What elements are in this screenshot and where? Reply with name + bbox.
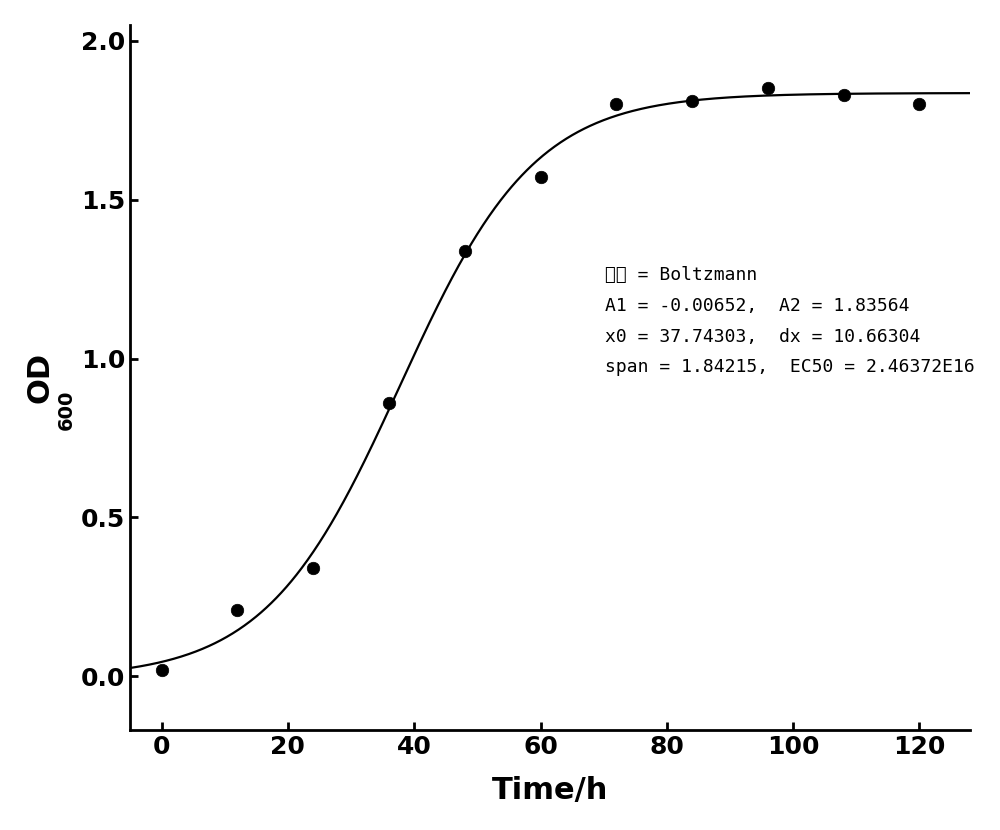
Point — [381, 397, 397, 410]
Point — [305, 562, 321, 575]
Point — [760, 82, 776, 95]
Text: 函数 = Boltzmann
A1 = -0.00652,  A2 = 1.83564
x0 = 37.74303,  dx = 10.66304
span =: 函数 = Boltzmann A1 = -0.00652, A2 = 1.835… — [605, 266, 974, 376]
Point — [457, 244, 473, 257]
Text: 600: 600 — [56, 389, 75, 430]
Point — [533, 171, 549, 184]
Point — [608, 98, 624, 111]
Point — [229, 603, 245, 617]
Text: OD: OD — [25, 352, 54, 403]
Point — [911, 98, 927, 111]
Point — [836, 88, 852, 101]
Point — [154, 663, 170, 676]
X-axis label: Time/h: Time/h — [492, 776, 608, 805]
Point — [684, 95, 700, 108]
